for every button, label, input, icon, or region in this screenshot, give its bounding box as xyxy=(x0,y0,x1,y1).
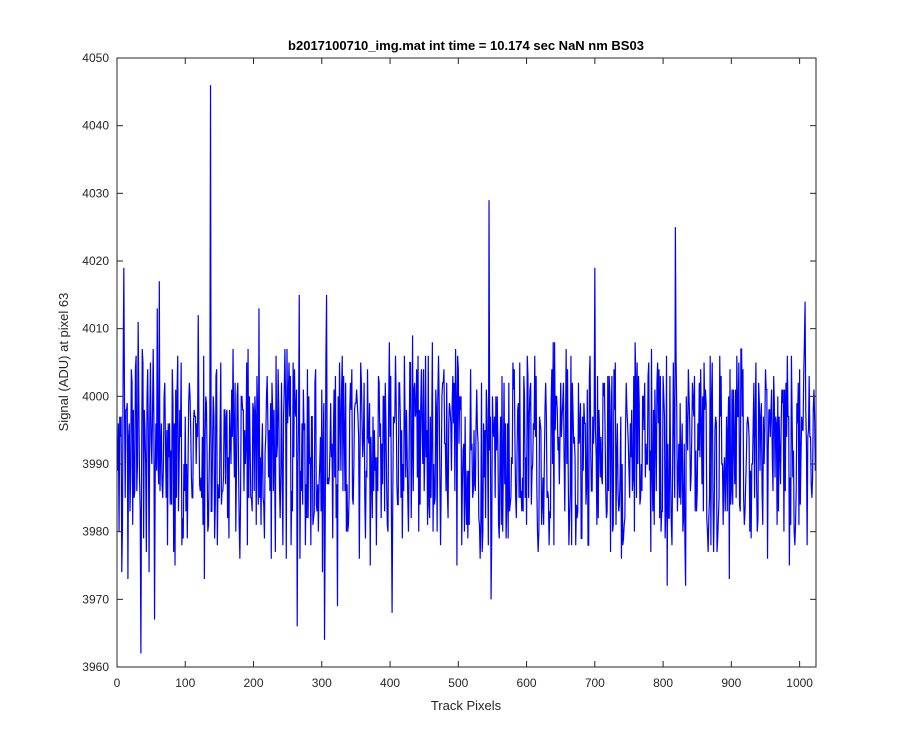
y-tick-label: 3970 xyxy=(82,592,109,606)
series-line-1 xyxy=(117,85,816,654)
y-tick-label: 4000 xyxy=(82,389,109,403)
y-tick-label: 3980 xyxy=(82,525,109,539)
y-tick-label: 4020 xyxy=(82,254,109,268)
x-tick-label: 600 xyxy=(517,676,537,690)
x-tick-label: 900 xyxy=(721,676,741,690)
plot-frame xyxy=(116,57,817,668)
y-tick-label: 3990 xyxy=(82,457,109,471)
x-tick-label: 100 xyxy=(175,676,195,690)
x-tick-label: 1000 xyxy=(786,676,813,690)
x-tick-label: 300 xyxy=(312,676,332,690)
x-axis-label: Track Pixels xyxy=(431,698,502,713)
y-tick-label: 3960 xyxy=(82,660,109,674)
ticks-layer: 0 100 200 300 400 500 600 700 800 900 1000 3960 3970… xyxy=(82,51,816,690)
y-tick-label: 4030 xyxy=(82,186,109,200)
y-tick-label: 4010 xyxy=(82,322,109,336)
plot-background xyxy=(117,58,816,667)
y-tick-label: 4040 xyxy=(82,119,109,133)
x-tick-label: 800 xyxy=(653,676,673,690)
series-layer xyxy=(117,85,816,654)
x-tick-label: 0 xyxy=(114,676,121,690)
x-tick-label: 400 xyxy=(380,676,400,690)
y-axis-label: Signal (ADU) at pixel 63 xyxy=(56,293,71,432)
y-tick-label: 4050 xyxy=(82,51,109,65)
x-tick-label: 700 xyxy=(585,676,605,690)
chart-title: b2017100710_img.mat int time = 10.174 se… xyxy=(288,38,644,53)
x-tick-label: 200 xyxy=(244,676,264,690)
x-tick-label: 500 xyxy=(448,676,468,690)
